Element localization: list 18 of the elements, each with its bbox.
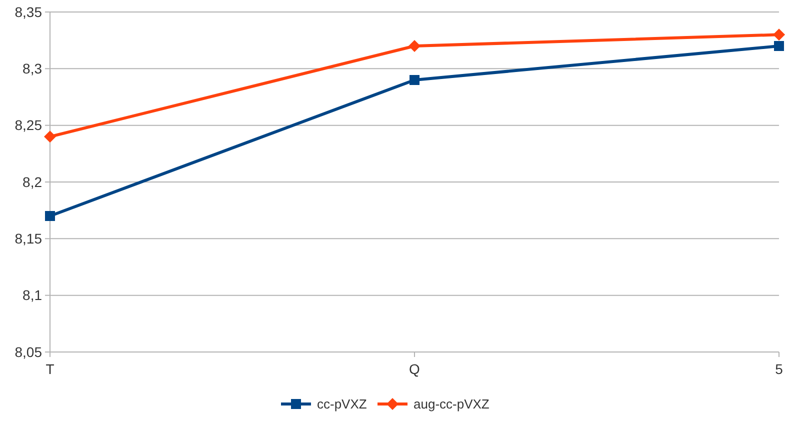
point	[44, 130, 56, 143]
point	[773, 28, 785, 41]
legend-label: cc-pVXZ	[317, 396, 367, 412]
y-tick-label: 8,35	[14, 4, 42, 20]
y-tick-label: 8,1	[22, 287, 42, 304]
x-tick-label: Q	[409, 361, 420, 377]
x-tick-label: T	[46, 361, 55, 377]
point	[45, 211, 55, 221]
y-tick-label: 8,3	[22, 60, 42, 77]
x-tick-label: 5	[775, 361, 784, 377]
y-tick-label: 8,15	[14, 230, 42, 247]
y-tick-label: 8,2	[22, 174, 42, 190]
point	[408, 40, 420, 52]
point	[774, 41, 784, 51]
legend-label: aug-cc-pVXZ	[414, 396, 490, 412]
y-tick-label: 8,25	[14, 117, 42, 134]
point	[410, 75, 420, 85]
y-tick-label: 8,05	[14, 344, 42, 360]
